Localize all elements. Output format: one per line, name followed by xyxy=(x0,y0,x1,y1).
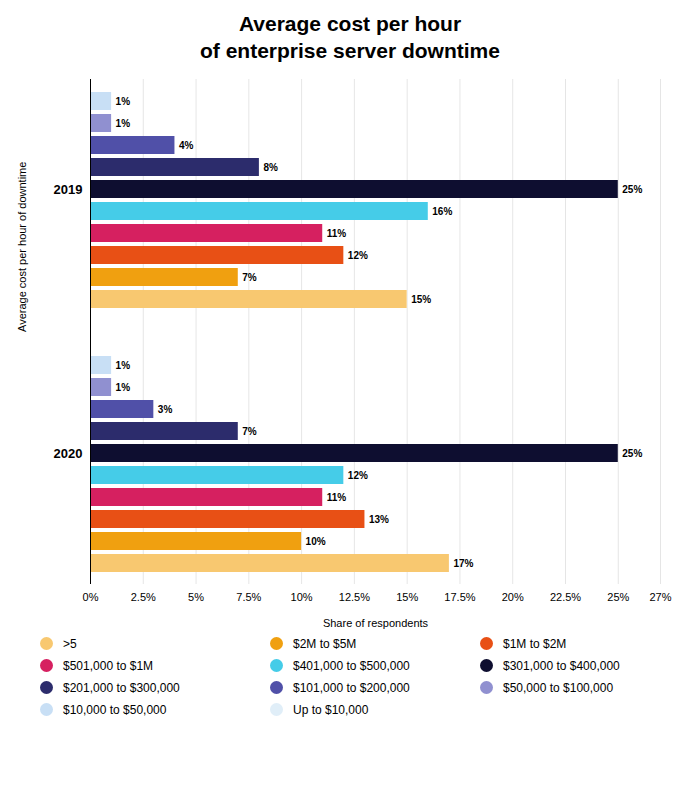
svg-text:22.5%: 22.5% xyxy=(550,591,581,603)
svg-text:15%: 15% xyxy=(411,293,431,304)
svg-text:Average cost per hour of downt: Average cost per hour of downtime xyxy=(16,161,28,331)
svg-text:25%: 25% xyxy=(622,183,642,194)
svg-text:0%: 0% xyxy=(83,591,99,603)
html-text:$401,000 to $500,000: $401,000 to $500,000 xyxy=(293,658,410,673)
svg-text:13%: 13% xyxy=(369,513,389,524)
svg-text:7.5%: 7.5% xyxy=(236,591,261,603)
html-text:$2M to $5M: $2M to $5M xyxy=(293,636,357,651)
svg-text:25%: 25% xyxy=(607,591,629,603)
html-text:Average cost per hour of enter: Average cost per hour of enterprise serv… xyxy=(200,12,500,63)
svg-text:12.5%: 12.5% xyxy=(339,591,370,603)
html-text:$301,000 to $400,000: $301,000 to $400,000 xyxy=(503,658,620,673)
svg-text:27%: 27% xyxy=(649,591,671,603)
svg-text:16%: 16% xyxy=(432,205,452,216)
svg-text:12%: 12% xyxy=(348,249,368,260)
html-text:$501,000 to $1M: $501,000 to $1M xyxy=(63,658,154,673)
svg-text:7%: 7% xyxy=(242,425,257,436)
svg-text:11%: 11% xyxy=(327,227,347,238)
svg-text:17%: 17% xyxy=(453,557,473,568)
svg-text:25%: 25% xyxy=(622,447,642,458)
html-text:$10,000 to $50,000: $10,000 to $50,000 xyxy=(63,702,167,717)
svg-text:7%: 7% xyxy=(242,271,257,282)
svg-text:10%: 10% xyxy=(306,535,326,546)
html-text:Up to $10,000: Up to $10,000 xyxy=(293,702,369,717)
svg-text:4%: 4% xyxy=(179,139,194,150)
svg-text:20%: 20% xyxy=(502,591,524,603)
html-text:$101,000 to $200,000: $101,000 to $200,000 xyxy=(293,680,410,695)
svg-text:1%: 1% xyxy=(116,381,131,392)
svg-text:2020: 2020 xyxy=(54,445,83,460)
svg-text:17.5%: 17.5% xyxy=(444,591,475,603)
html-text:>5: >5 xyxy=(63,636,77,651)
svg-text:8%: 8% xyxy=(263,161,278,172)
svg-text:2.5%: 2.5% xyxy=(131,591,156,603)
svg-text:1%: 1% xyxy=(116,117,131,128)
svg-text:1%: 1% xyxy=(116,359,131,370)
svg-text:11%: 11% xyxy=(327,491,347,502)
svg-text:15%: 15% xyxy=(396,591,418,603)
svg-text:3%: 3% xyxy=(158,403,173,414)
svg-text:10%: 10% xyxy=(291,591,313,603)
svg-text:Share of respondents: Share of respondents xyxy=(323,616,429,628)
svg-text:5%: 5% xyxy=(188,591,204,603)
html-text:$201,000 to $300,000: $201,000 to $300,000 xyxy=(63,680,180,695)
html-text:$50,000 to $100,000: $50,000 to $100,000 xyxy=(503,680,614,695)
svg-text:12%: 12% xyxy=(348,469,368,480)
svg-text:2019: 2019 xyxy=(54,181,83,196)
html-text:$1M to $2M: $1M to $2M xyxy=(503,636,567,651)
svg-text:1%: 1% xyxy=(116,95,131,106)
